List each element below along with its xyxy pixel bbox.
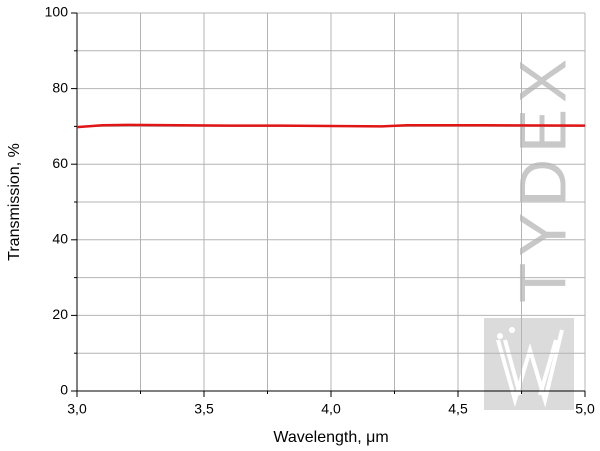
data-line (76, 123, 586, 129)
y-tick-label: 100 (45, 4, 69, 20)
y-tick-label: 80 (52, 79, 68, 95)
y-axis-title: Transmission, % (6, 143, 23, 261)
x-axis-title: Wavelength, μm (273, 429, 388, 446)
watermark: TYDEX (505, 53, 579, 303)
logo (484, 318, 574, 410)
y-tick-label: 40 (52, 231, 68, 247)
x-tick-label: 5,0 (575, 401, 595, 417)
x-tick-label: 4,5 (448, 401, 468, 417)
x-tick-label: 3,0 (67, 401, 87, 417)
y-tick-label: 0 (60, 382, 68, 398)
y-tick-label: 20 (52, 306, 68, 322)
x-tick-label: 3,5 (194, 401, 214, 417)
y-tick-label: 60 (52, 155, 68, 171)
x-tick-label: 4,0 (321, 401, 341, 417)
